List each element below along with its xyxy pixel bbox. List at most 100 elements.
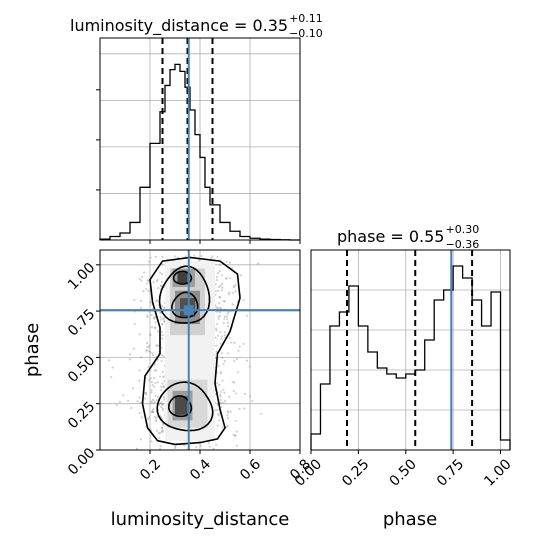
sample-point (211, 255, 214, 258)
sample-point (222, 300, 225, 303)
sample-point (161, 370, 164, 373)
sample-point (147, 346, 151, 349)
sample-point (223, 334, 226, 337)
sample-point (215, 327, 218, 330)
sample-point (154, 321, 157, 324)
sample-point (161, 323, 164, 326)
sample-point (220, 289, 224, 292)
sample-point (153, 400, 157, 403)
y-tick-label-phase: 0.50 (65, 352, 98, 385)
sample-point (147, 350, 151, 353)
sample-point (151, 410, 154, 414)
sample-point (145, 393, 148, 396)
sample-point (233, 434, 237, 438)
contour-lower-inner (168, 395, 193, 418)
sample-point (155, 369, 158, 372)
histogram-phase (310, 265, 511, 450)
sample-point (160, 353, 164, 357)
sample-point (161, 430, 164, 434)
sample-point (141, 275, 144, 279)
sample-point (215, 344, 218, 347)
sample-point (260, 412, 263, 415)
sample-point (228, 337, 231, 340)
sample-point (144, 397, 147, 400)
svg-text:luminosity_distance = 0.35: luminosity_distance = 0.35 (70, 16, 288, 36)
x-tick-label-luminosity-distance: 0.6 (237, 456, 264, 483)
truth-marker (183, 305, 194, 316)
sample-point (154, 416, 157, 420)
sample-point (160, 402, 163, 405)
sample-point (163, 306, 166, 309)
sample-point (158, 447, 162, 450)
sample-point (128, 353, 132, 356)
sample-point (215, 279, 219, 282)
sample-point (160, 359, 163, 363)
sample-point (160, 280, 163, 284)
axis-labels: luminosity_distance phase phase (22, 323, 437, 530)
contour-outer (141, 256, 241, 446)
sample-point (225, 315, 229, 318)
sample-point (161, 382, 164, 385)
sample-point (218, 295, 221, 298)
sample-point (215, 443, 218, 446)
sample-point (217, 364, 220, 368)
sample-point (200, 254, 203, 258)
sample-point (219, 342, 222, 345)
sample-point (233, 341, 236, 344)
sample-point (162, 385, 165, 388)
sample-point (153, 317, 156, 320)
sample-point (159, 445, 162, 448)
sample-point (242, 299, 245, 302)
sample-point (234, 434, 237, 437)
sample-point (149, 301, 152, 304)
sample-point (144, 392, 147, 395)
sample-point (218, 302, 221, 305)
sample-point (226, 312, 229, 315)
histogram-luminosity-distance (99, 63, 300, 241)
sample-point (243, 392, 247, 395)
sample-point (151, 354, 155, 357)
sample-point (218, 306, 222, 309)
sample-point (225, 277, 228, 280)
sample-point (221, 425, 224, 428)
sample-point (138, 412, 141, 415)
sample-point (234, 283, 237, 287)
sample-point (140, 279, 143, 282)
sample-point (138, 396, 141, 399)
sample-point (223, 317, 226, 320)
sample-point (132, 347, 135, 350)
sample-point (217, 285, 220, 289)
sample-point (226, 318, 229, 321)
sample-point (162, 376, 165, 379)
svg-text:+0.11: +0.11 (289, 12, 323, 25)
x-tick-label-phase: 0.50 (387, 456, 420, 489)
sample-point (162, 355, 165, 358)
sample-point (161, 402, 165, 406)
sample-point (198, 259, 201, 262)
contour-upper-peak (172, 270, 193, 285)
sample-point (160, 322, 164, 325)
sample-point (217, 419, 221, 422)
sample-point (227, 416, 230, 420)
sample-point (150, 410, 153, 413)
sample-point (222, 401, 225, 404)
sample-point (122, 394, 125, 397)
svg-text:+0.30: +0.30 (445, 223, 479, 236)
sample-point (234, 290, 237, 293)
sample-point (239, 274, 243, 277)
sample-point (220, 335, 223, 338)
sample-point (235, 444, 238, 447)
sample-point (235, 430, 238, 433)
sample-point (174, 255, 177, 258)
sample-point (214, 305, 217, 308)
sample-point (138, 379, 141, 382)
sample-point (150, 391, 153, 394)
sample-point (219, 311, 222, 314)
sample-point (152, 407, 155, 410)
sample-point (160, 304, 164, 307)
panel-hist-luminosity-distance (96, 37, 301, 244)
sample-point (140, 416, 143, 419)
sample-point (148, 344, 151, 347)
contour-lower-mid (156, 381, 214, 432)
